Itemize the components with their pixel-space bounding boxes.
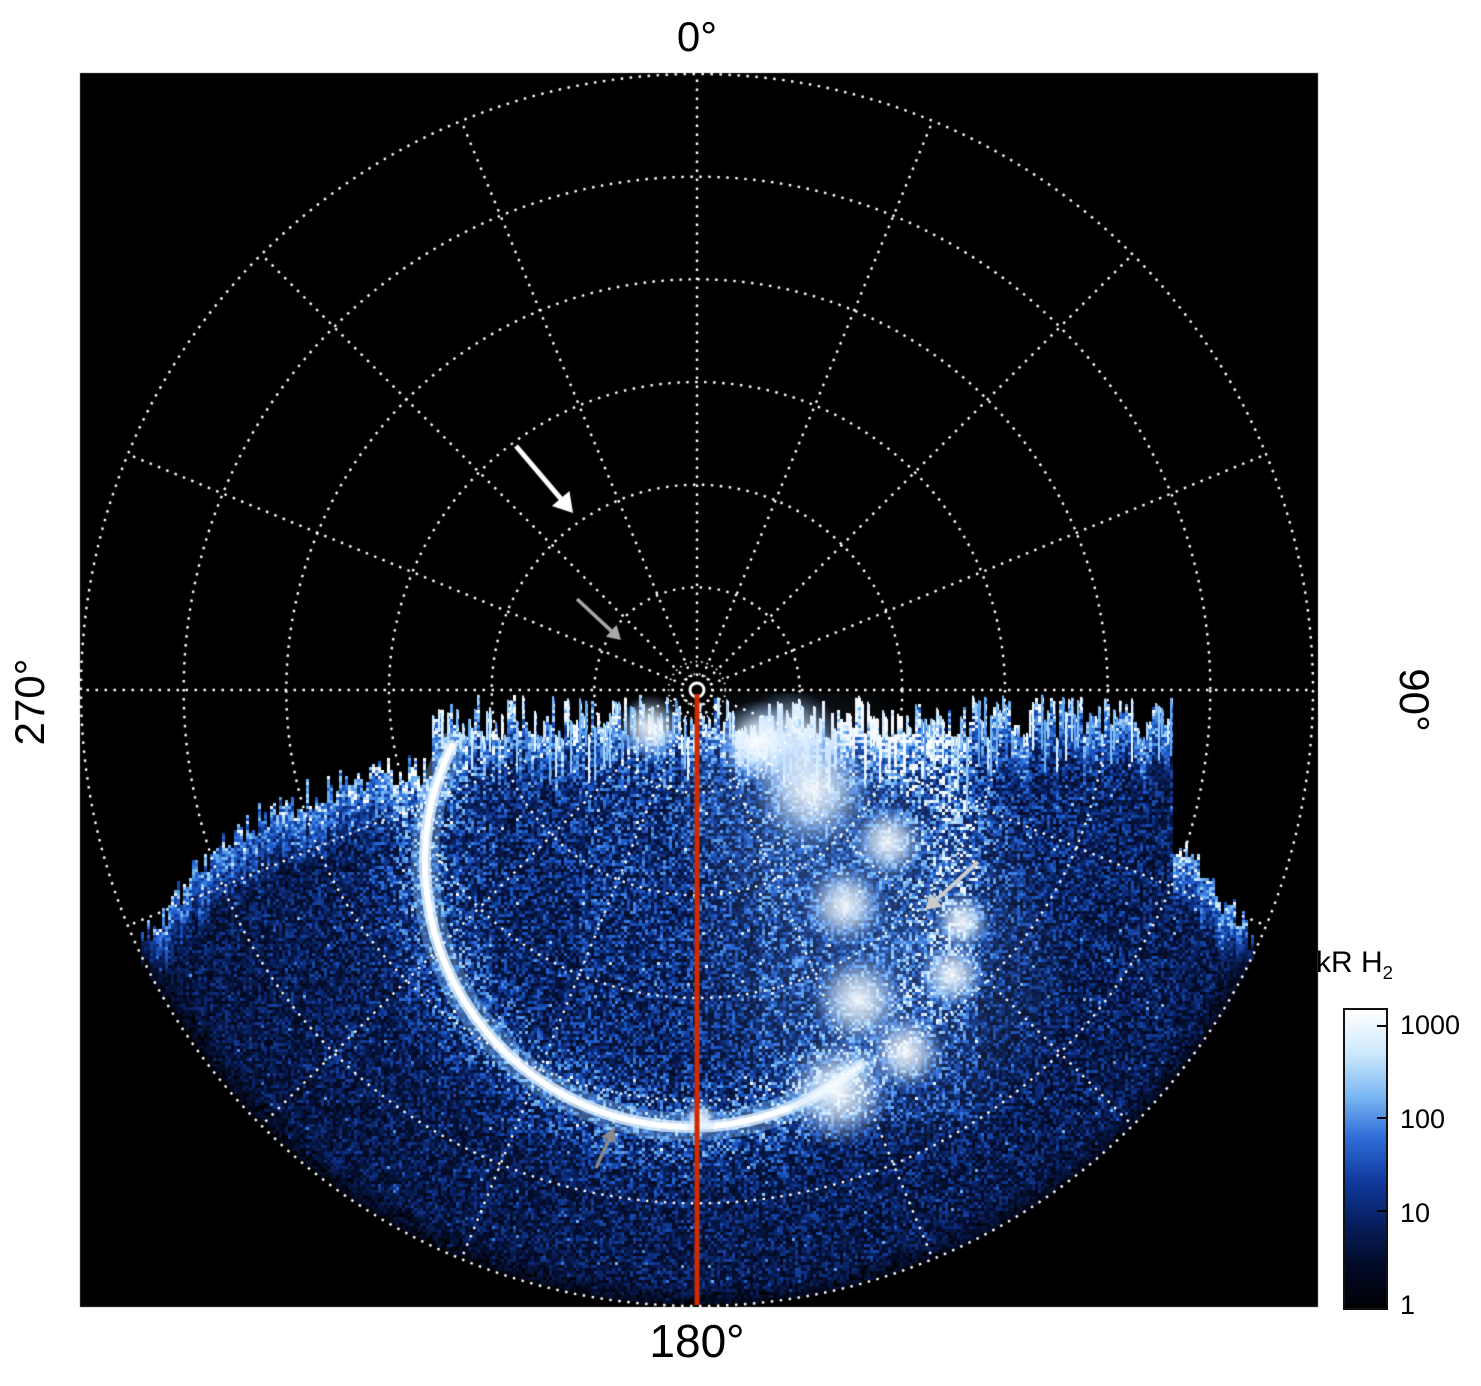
colorbar-tick-1: 1 [1400, 1290, 1416, 1320]
colorbar-title: kR H2 [1316, 946, 1393, 984]
colorbar-tickmark [1377, 1299, 1386, 1302]
angle-label-90: 90° [1391, 668, 1438, 732]
colorbar-tick-10: 10 [1400, 1198, 1431, 1228]
colorbar-title-main: kR H [1316, 946, 1383, 979]
colorbar-title-subscript: 2 [1382, 962, 1394, 983]
colorbar-tick-100: 100 [1400, 1104, 1446, 1134]
colorbar-tickmark [1377, 1117, 1386, 1120]
angle-label-180: 180° [649, 1315, 745, 1367]
colorbar-tickmark [1377, 1209, 1386, 1212]
colorbar [1343, 1008, 1388, 1310]
colorbar-tick-1000: 1000 [1400, 1010, 1461, 1040]
angle-label-270: 270° [6, 658, 53, 746]
colorbar-tickmark [1377, 1024, 1386, 1027]
angle-label-0: 0° [676, 13, 718, 60]
